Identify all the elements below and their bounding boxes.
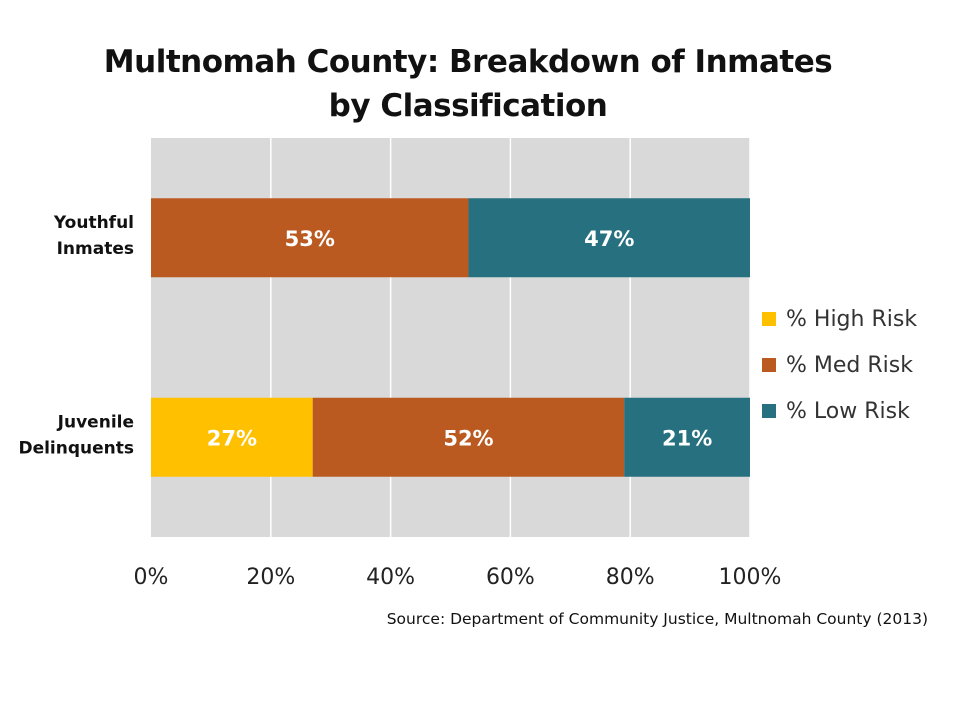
legend-swatch-med-risk: [762, 358, 776, 372]
x-tick-label-60: 60%: [486, 565, 535, 590]
bar-label-1-2: 21%: [662, 426, 712, 450]
bar-0-1: [151, 198, 469, 278]
chart-title: Multnomah County: Breakdown of Inmates b…: [103, 44, 833, 124]
x-tick-label-0: 0%: [134, 565, 169, 590]
bar-label-0-2: 47%: [584, 227, 634, 251]
bar-1-1: [312, 397, 625, 477]
legend-swatch-high-risk: [762, 312, 776, 326]
legend: % High Risk % Med Risk % Low Risk: [762, 296, 917, 434]
category-label-0-1: Inmates: [57, 239, 134, 259]
legend-label-high-risk: % High Risk: [786, 306, 918, 332]
bar-label-1-1: 52%: [443, 426, 493, 450]
legend-item-low-risk: % Low Risk: [762, 388, 917, 434]
legend-label-low-risk: % Low Risk: [786, 398, 910, 424]
category-label-0-0: Youthful: [53, 213, 134, 233]
x-tick-label-100: 100%: [719, 565, 782, 590]
legend-swatch-low-risk: [762, 404, 776, 418]
x-tick-label-80: 80%: [606, 565, 655, 590]
legend-label-med-risk: % Med Risk: [786, 352, 913, 378]
bar-0-2: [468, 198, 750, 278]
source-note: Source: Department of Community Justice,…: [386, 610, 928, 628]
bar-label-0-1: 53%: [285, 227, 335, 251]
category-label-1-1: Delinquents: [18, 438, 134, 458]
bar-label-1-0: 27%: [207, 426, 257, 450]
x-tick-label-20: 20%: [246, 565, 295, 590]
bar-1-2: [624, 397, 750, 477]
plot-background: [151, 138, 750, 537]
x-tick-label-40: 40%: [366, 565, 415, 590]
category-label-1-0: Juvenile: [57, 412, 134, 432]
legend-item-high-risk: % High Risk: [762, 296, 917, 342]
bar-1-0: [151, 397, 313, 477]
legend-item-med-risk: % Med Risk: [762, 342, 917, 388]
